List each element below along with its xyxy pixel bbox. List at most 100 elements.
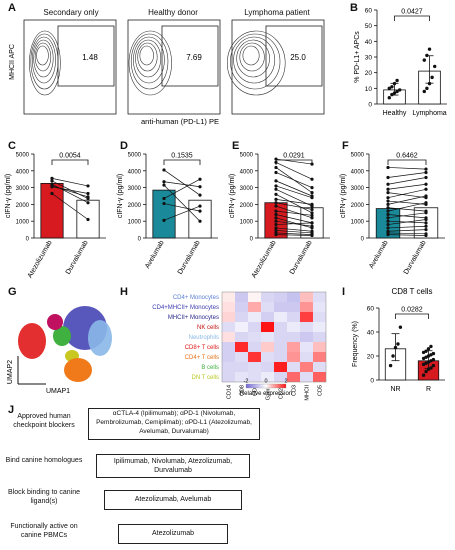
data-point (424, 201, 428, 205)
flow-contour (30, 33, 59, 90)
y-tick-label: 0 (368, 102, 372, 109)
flow-gate-value: 25.0 (290, 53, 306, 62)
data-point (274, 179, 278, 183)
data-point (274, 187, 278, 191)
flow-contour (36, 45, 49, 66)
heatmap-row-label: NK cells (197, 325, 219, 331)
category-label: Healthy (383, 110, 407, 117)
heatmap-cell (222, 362, 235, 372)
data-point (274, 170, 278, 175)
heatmap-cell (274, 342, 287, 352)
data-point (310, 221, 314, 225)
legend-tick: -2 (244, 379, 249, 385)
category-label: NR (390, 386, 400, 393)
panel-label-a: A (8, 2, 16, 14)
heatmap-row-label: CD4+MHCII+ Monocytes (152, 305, 219, 311)
heatmap-cell (222, 322, 235, 332)
heatmap-cell (274, 372, 287, 382)
pair-line (275, 227, 313, 232)
flow-contour (236, 39, 270, 78)
pair-line (51, 185, 89, 198)
y-tick-label: 2000 (16, 203, 30, 209)
flow-contour (242, 45, 260, 66)
data-point (86, 195, 90, 199)
heatmap-col-label: CD4 (253, 385, 259, 396)
y-tick-label: 3000 (128, 186, 142, 192)
heatmap-cell (287, 292, 300, 302)
heatmap-cell (235, 362, 248, 372)
y-tick-label: 1000 (240, 220, 254, 226)
flow-gate-value: 7.69 (186, 53, 202, 62)
heatmap-cell (261, 342, 274, 352)
umap-x-label: UMAP1 (46, 388, 70, 395)
data-point (274, 184, 278, 188)
heatmap-cell (287, 302, 300, 312)
significance-bracket (394, 15, 430, 21)
data-point (274, 192, 278, 196)
legend-tick: 2 (284, 379, 287, 385)
j-row-box-4: Atezolizumab (118, 524, 228, 544)
y-axis-label: % PD-L1+ APCs (354, 31, 361, 83)
heatmap-cell (313, 372, 326, 382)
panel-g-umap: UMAP2 UMAP1 (7, 306, 112, 395)
data-point (86, 191, 90, 196)
data-point (386, 199, 390, 203)
umap-y-label: UMAP2 (7, 360, 14, 384)
heatmap-row-label: B cells (201, 365, 219, 371)
heatmap-cell (261, 352, 274, 362)
heatmap-cell (274, 312, 287, 322)
heatmap-cell (235, 342, 248, 352)
data-point (198, 209, 202, 213)
data-point (274, 165, 278, 170)
data-point (386, 196, 390, 200)
data-point (198, 219, 202, 223)
data-point (386, 175, 390, 180)
panel-label-h: H (120, 286, 128, 298)
panel-label-d: D (120, 140, 128, 152)
panel-label-f: F (342, 140, 349, 152)
y-tick-label: 20 (367, 354, 375, 361)
heatmap-cell (287, 322, 300, 332)
data-point (310, 213, 314, 217)
heatmap-cell (274, 362, 287, 372)
bar (40, 183, 64, 239)
category-label: Avelumab (368, 239, 390, 269)
data-point (310, 216, 314, 220)
data-point (274, 212, 278, 217)
data-point (310, 191, 314, 195)
data-point (162, 180, 166, 184)
data-point (50, 176, 54, 180)
umap-cluster-nk (18, 323, 46, 359)
data-point (310, 224, 314, 228)
heatmap-row-label: CD4+ T cells (185, 355, 219, 361)
p-value: 0.6462 (396, 153, 418, 160)
heatmap-cell (313, 322, 326, 332)
flow-contour (230, 33, 281, 90)
heatmap-cell (300, 362, 313, 372)
chart-d-ave-durva: 0 1000 2000 3000 4000 5000 cIFN-γ (pg/ml) Avelu… (117, 153, 218, 276)
chart-i-cd8: 0 20 40 60 Frequency (%) CD8 T cells NR R 0.0282 (352, 287, 445, 393)
heatmap-cell (300, 342, 313, 352)
significance-bracket (275, 159, 313, 165)
pair-line (387, 195, 427, 205)
chart-title: CD8 T cells (391, 287, 432, 296)
panel-label-j: J (8, 404, 15, 416)
data-point (162, 196, 166, 201)
data-point (424, 233, 428, 238)
pair-line (275, 194, 313, 214)
pair-line (275, 210, 313, 216)
heatmap-cell (248, 332, 261, 342)
y-tick-label: 60 (365, 8, 373, 15)
data-point (86, 184, 90, 188)
data-point (162, 168, 166, 172)
data-point (274, 233, 278, 237)
heatmap-cell (248, 292, 261, 302)
pair-line (387, 207, 427, 212)
flow-x-label: anti-human (PD-L1) PE (141, 117, 219, 126)
y-tick-label: 30 (365, 55, 373, 62)
pair-line (275, 172, 313, 188)
data-point (424, 224, 428, 228)
data-point (198, 193, 202, 197)
flow-y-label: MHCII APC (9, 44, 16, 80)
pair-line (387, 183, 427, 190)
